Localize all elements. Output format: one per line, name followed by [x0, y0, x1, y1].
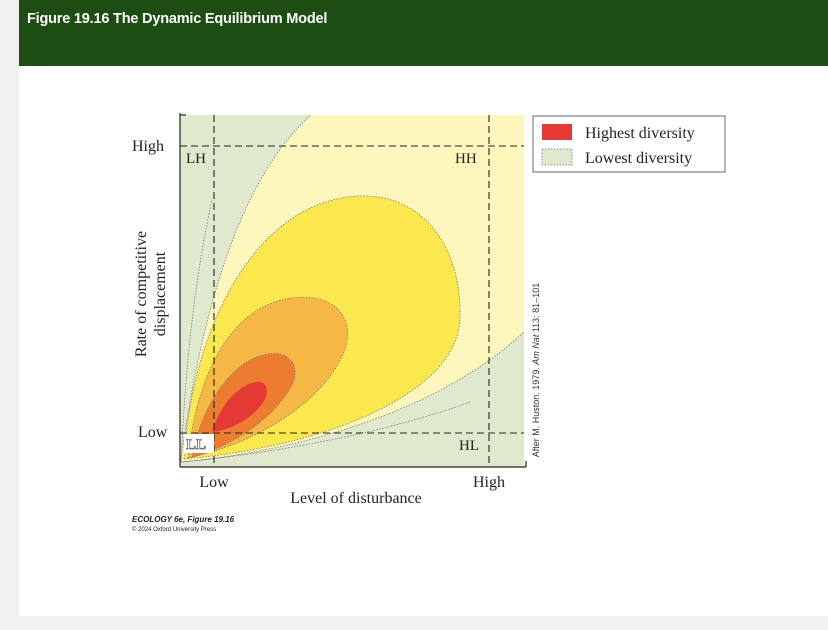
y-axis-label-line1: Rate of competitive [133, 231, 150, 357]
legend-swatch-lowest [541, 148, 573, 166]
legend-swatch-highest [542, 124, 572, 140]
diversity-contours [180, 115, 524, 463]
highest-diversity-core [212, 381, 267, 432]
x-axis-label: Level of disturbance [290, 490, 422, 507]
corner-label-ll-box [184, 434, 214, 453]
corner-label-ll: LL [186, 437, 206, 453]
y-tick-high: High [132, 138, 164, 155]
x-tick-high: High [473, 474, 505, 491]
legend-label-highest: Highest diversity [585, 125, 695, 142]
legend: Highest diversity Lowest diversity [532, 115, 726, 173]
attribution: After M. Huston. 1979. Am Nat 113: 81–10… [531, 283, 541, 457]
corner-label-hh: HH [455, 151, 477, 167]
contour-tail-lower [180, 401, 471, 463]
y-axis-label-line2: displacement [152, 251, 169, 336]
y-tick-low: Low [138, 424, 168, 441]
figure-title: Figure 19.16 The Dynamic Equilibrium Mod… [27, 11, 328, 27]
corner-label-lh: LH [186, 151, 206, 167]
title-bar: Figure 19.16 The Dynamic Equilibrium Mod… [19, 0, 828, 66]
legend-label-lowest: Lowest diversity [585, 150, 692, 167]
corner-label-hl: HL [459, 438, 479, 454]
credit-line-1: ECOLOGY 6e, Figure 19.16 [132, 515, 235, 524]
x-tick-low: Low [199, 474, 229, 491]
contour-tail-upper [180, 199, 213, 463]
credit-line-2: © 2024 Oxford University Press [132, 526, 216, 533]
